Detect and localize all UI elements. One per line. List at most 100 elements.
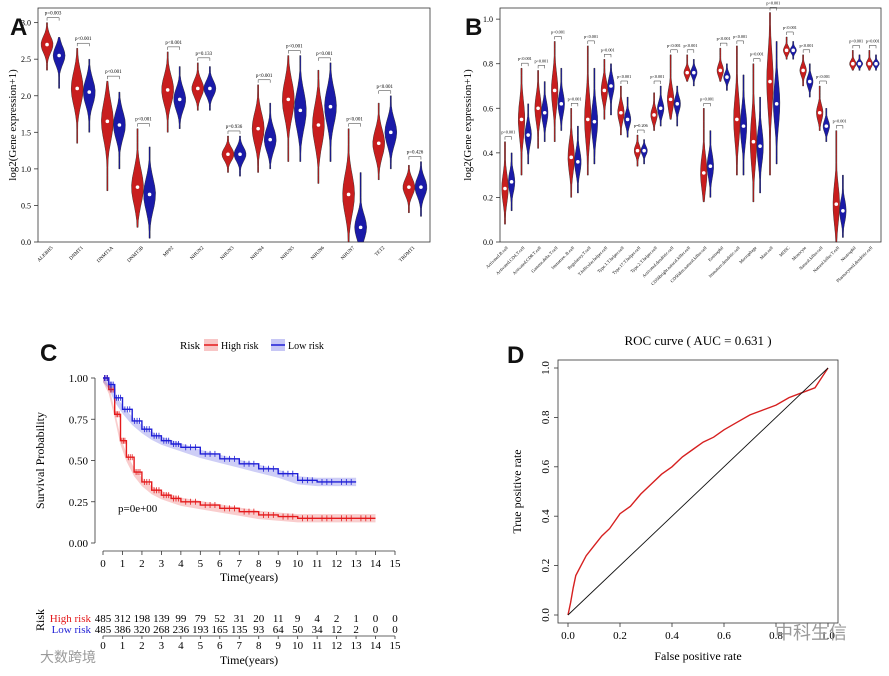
p-value-label: p<0.001 — [568, 96, 582, 101]
y-tick-label: 0.00 — [69, 538, 89, 550]
p-value-label: p<0.001 — [766, 0, 780, 5]
risk-count: 1 — [353, 613, 359, 625]
median-point — [725, 75, 729, 79]
p-value-label: p<0.001 — [584, 34, 598, 39]
median-point — [286, 97, 291, 102]
violin-red — [849, 50, 857, 71]
x-tick-label: 2 — [139, 558, 145, 570]
risk-count: 268 — [153, 624, 170, 636]
category-label: NHUN7 — [341, 246, 357, 262]
violin-red — [733, 45, 741, 176]
median-point — [585, 117, 590, 122]
median-point — [208, 86, 212, 91]
median-point — [609, 84, 613, 88]
p-value-label: p=0.133 — [196, 52, 213, 57]
median-point — [552, 88, 557, 93]
x-tick-label: 8 — [256, 558, 262, 570]
significance-bracket — [504, 136, 512, 140]
violin-red — [372, 102, 385, 180]
risk-x-tick-label: 14 — [370, 640, 382, 652]
panel-a-label: A — [10, 14, 28, 41]
violin-blue — [263, 102, 277, 170]
median-point — [316, 123, 321, 127]
x-tick-label: 0.6 — [717, 630, 731, 642]
category-label: ALKBH5 — [37, 246, 55, 264]
y-tick-label: 0.8 — [483, 60, 493, 69]
risk-count: 64 — [273, 624, 285, 636]
median-point — [503, 186, 507, 191]
p-value-label: p<0.001 — [346, 118, 363, 123]
significance-bracket — [720, 42, 728, 47]
risk-count: 0 — [392, 613, 398, 625]
category-label: TET2 — [374, 246, 386, 258]
x-tick-label: 4 — [178, 558, 184, 570]
roc-chart: ROC curve ( AUC = 0.631 ) 0.0 0.2 0.4 0.6 0.8… — [510, 333, 839, 663]
risk-x-tick-label: 12 — [331, 640, 342, 652]
category-label: DNMT1 — [69, 246, 85, 262]
median-point — [834, 202, 839, 206]
median-point — [559, 102, 564, 106]
significance-bracket — [227, 130, 241, 134]
x-tick-label: 1 — [120, 558, 126, 570]
category-label: MPP2 — [163, 246, 176, 259]
p-value-label: p<0.001 — [783, 25, 797, 30]
category-label: Macrophage — [738, 245, 757, 264]
p-value-label: p<0.001 — [518, 56, 532, 61]
violin-red — [161, 51, 174, 133]
plot-frame — [37, 7, 431, 243]
p-value-label: p=0.206 — [634, 123, 648, 128]
violin-blue — [143, 146, 156, 239]
significance-bracket — [537, 65, 545, 69]
significance-bracket — [107, 75, 120, 80]
x-tick-label: 6 — [217, 558, 223, 570]
violin-red — [342, 128, 355, 243]
median-point — [576, 159, 580, 164]
watermark-right: 中科生信 — [775, 623, 847, 644]
p-value-label: p=0.936 — [226, 125, 243, 130]
violin-red — [716, 47, 724, 82]
p-value-label: p<0.001 — [376, 85, 393, 90]
significance-bracket — [802, 49, 811, 53]
significance-bracket — [570, 103, 579, 107]
violin-red — [667, 54, 675, 120]
risk-table-label: Risk — [33, 609, 47, 631]
violin-blue — [173, 66, 186, 129]
violin-red — [749, 63, 758, 203]
median-point — [801, 68, 805, 73]
median-point — [358, 225, 363, 230]
x-tick-label: 10 — [292, 558, 304, 570]
median-point — [592, 119, 597, 124]
x-tick-label: 9 — [275, 558, 281, 570]
p-value-label: p<0.001 — [733, 34, 747, 39]
y-tick-label: 1.0 — [483, 15, 493, 24]
median-point — [874, 61, 878, 66]
p-value-label: p<0.001 — [551, 29, 565, 34]
risk-x-tick-label: 8 — [256, 640, 262, 652]
category-label: Activated.CD8.T.cell — [512, 245, 543, 276]
x-tick-label: 5 — [198, 558, 204, 570]
violin-blue — [52, 37, 66, 89]
y-axis-label: True positive rate — [510, 449, 524, 533]
median-point — [509, 180, 514, 184]
x-tick-label: 14 — [370, 558, 382, 570]
violin-red — [832, 130, 840, 243]
median-point — [774, 102, 779, 106]
risk-count: 34 — [312, 624, 324, 636]
violin-red — [650, 92, 658, 131]
panel-b: B 0.0 0.2 0.4 0.6 0.8 1.0 log2(Gene expression… — [445, 0, 889, 300]
median-point — [569, 155, 574, 160]
y-tick-label: 0.0 — [21, 238, 31, 247]
risk-count: 31 — [234, 613, 245, 625]
violin-blue — [706, 130, 714, 198]
x-axis-label: Time(years) — [220, 570, 278, 584]
panel-b-label: B — [465, 14, 483, 41]
survival-chart: Risk High risk Low risk0.000.250.500.751.0… — [33, 339, 402, 667]
median-point — [268, 137, 272, 142]
category-label: Activated.CD4.T.cell — [495, 245, 526, 276]
median-point — [117, 123, 122, 127]
median-point — [718, 68, 723, 73]
plot-frame — [557, 359, 839, 624]
x-tick-label: 0 — [100, 558, 106, 570]
risk-x-tick-label: 15 — [390, 640, 402, 652]
x-tick-label: 13 — [351, 558, 363, 570]
